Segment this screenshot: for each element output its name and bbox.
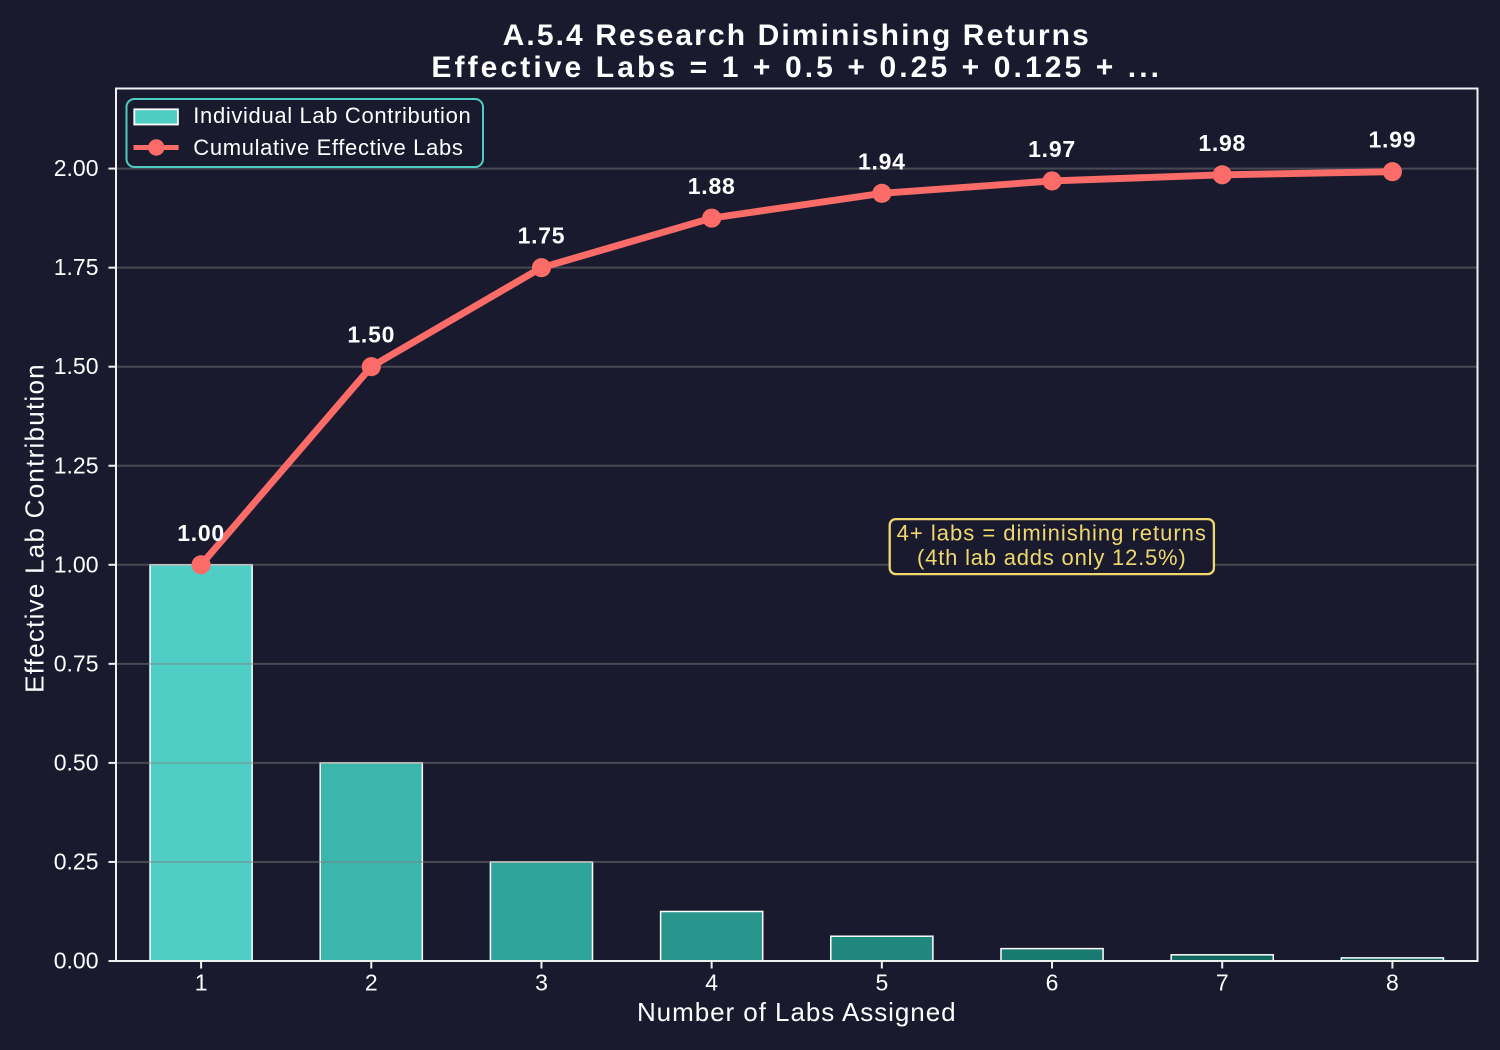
svg-text:Effective Lab Contribution: Effective Lab Contribution: [20, 363, 50, 693]
svg-text:A.5.4 Research Diminishing Ret: A.5.4 Research Diminishing Returns: [503, 19, 1091, 52]
svg-text:3: 3: [535, 970, 548, 996]
svg-text:1: 1: [195, 970, 208, 996]
svg-text:Effective Labs = 1 + 0.5 + 0.2: Effective Labs = 1 + 0.5 + 0.25 + 0.125 …: [431, 51, 1162, 84]
svg-text:6: 6: [1046, 970, 1059, 996]
svg-text:1.00: 1.00: [177, 520, 225, 546]
svg-text:7: 7: [1216, 970, 1229, 996]
svg-text:0.50: 0.50: [54, 749, 99, 775]
svg-text:1.94: 1.94: [858, 148, 906, 174]
svg-text:4: 4: [705, 970, 718, 996]
svg-text:2.00: 2.00: [54, 155, 99, 181]
svg-text:1.98: 1.98: [1198, 130, 1246, 156]
svg-text:1.50: 1.50: [347, 322, 395, 348]
svg-text:1.99: 1.99: [1369, 127, 1417, 153]
svg-text:0.75: 0.75: [54, 650, 99, 676]
svg-text:2: 2: [365, 970, 378, 996]
svg-text:1.88: 1.88: [688, 173, 736, 199]
svg-text:1.50: 1.50: [54, 353, 99, 379]
svg-text:0.00: 0.00: [54, 948, 99, 974]
svg-text:Cumulative Effective Labs: Cumulative Effective Labs: [193, 135, 463, 160]
svg-text:1.25: 1.25: [54, 452, 99, 478]
svg-text:1.75: 1.75: [518, 223, 566, 249]
svg-text:(4th lab adds only 12.5%): (4th lab adds only 12.5%): [917, 545, 1187, 570]
svg-text:4+ labs = diminishing returns: 4+ labs = diminishing returns: [897, 520, 1207, 545]
svg-text:5: 5: [875, 970, 888, 996]
svg-text:8: 8: [1386, 970, 1399, 996]
svg-text:Individual Lab Contribution: Individual Lab Contribution: [193, 103, 471, 128]
svg-text:1.75: 1.75: [54, 254, 99, 280]
svg-text:Number of Labs Assigned: Number of Labs Assigned: [637, 997, 957, 1027]
svg-text:1.00: 1.00: [54, 551, 99, 577]
svg-text:1.97: 1.97: [1028, 136, 1076, 162]
svg-text:0.25: 0.25: [54, 848, 99, 874]
